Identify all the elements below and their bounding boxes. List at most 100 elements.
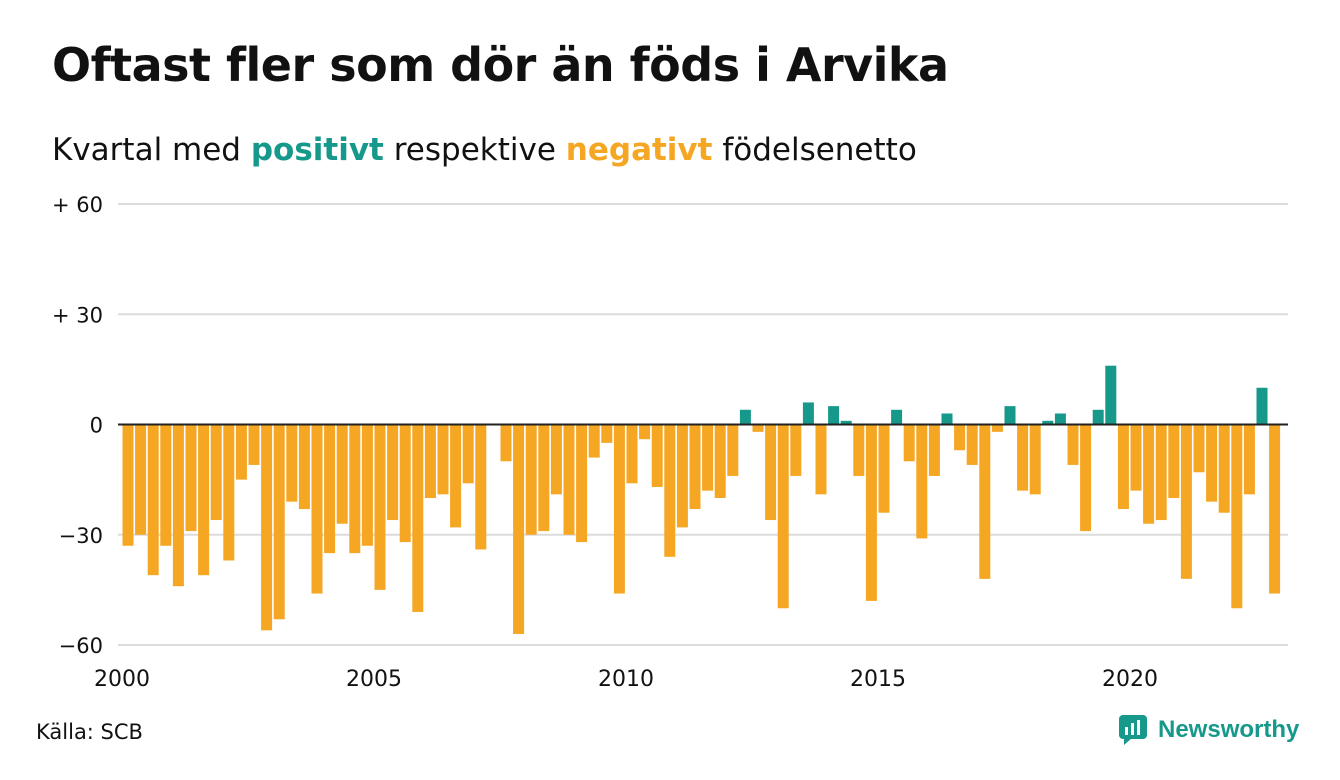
bar-2013-q4: [815, 424, 827, 495]
bar-2015-q3: [903, 424, 915, 462]
bar-2002-q2: [235, 424, 247, 480]
bar-2021-q2: [1193, 424, 1205, 473]
y-tick-label: + 30: [52, 303, 103, 327]
bar-2016-q3: [954, 424, 966, 451]
bar-2021-q3: [1206, 424, 1218, 502]
bar-2014-q2: [840, 420, 852, 425]
bar-2006-q4: [462, 424, 474, 484]
bar-2013-q2: [790, 424, 802, 476]
bar-2017-q4: [1017, 424, 1029, 491]
bar-2010-q4: [664, 424, 676, 557]
bar-2013-q3: [802, 402, 814, 425]
bar-2005-q1: [374, 424, 386, 590]
bar-2019-q1: [1080, 424, 1092, 532]
y-tick-label: 0: [90, 414, 103, 438]
bar-2005-q4: [412, 424, 424, 612]
bar-2003-q2: [286, 424, 298, 502]
bar-2017-q3: [1004, 406, 1016, 425]
bar-2017-q1: [979, 424, 991, 579]
bar-2021-q1: [1180, 424, 1192, 579]
bar-2017-q2: [991, 424, 1003, 432]
bar-2013-q1: [777, 424, 789, 609]
bar-2004-q3: [349, 424, 361, 554]
bar-2020-q1: [1130, 424, 1142, 491]
bar-2001-q3: [198, 424, 210, 576]
bar-2000-q1: [122, 424, 134, 546]
bar-2010-q3: [651, 424, 663, 487]
x-tick-label: 2010: [598, 667, 654, 692]
bar-2006-q3: [450, 424, 462, 528]
newsworthy-chart-bubble-icon: [1119, 715, 1147, 745]
bar-2022-q4: [1269, 424, 1281, 594]
bar-2008-q3: [550, 424, 562, 495]
bar-2009-q1: [576, 424, 588, 543]
bar-2016-q4: [966, 424, 978, 465]
subtitle-text-2: respektive: [383, 132, 566, 168]
bar-2007-q3: [500, 424, 512, 462]
bar-2005-q3: [399, 424, 411, 543]
bar-2021-q4: [1218, 424, 1230, 513]
bar-2007-q1: [475, 424, 487, 550]
bar-2019-q2: [1092, 409, 1104, 425]
bar-2003-q3: [298, 424, 310, 510]
subtitle-text-3: födelsenetto: [712, 132, 917, 168]
bar-2012-q1: [727, 424, 739, 476]
bar-2014-q4: [865, 424, 877, 601]
bar-2018-q3: [1054, 413, 1066, 425]
y-tick-label: −30: [59, 524, 103, 548]
subtitle-positive-word: positivt: [250, 132, 384, 168]
bar-2008-q1: [525, 424, 537, 535]
y-tick-label: + 60: [52, 193, 103, 217]
x-axis-labels: 2000 2005 2010 2015 2020: [94, 667, 1158, 692]
bar-2015-q2: [891, 409, 903, 425]
bar-2009-q4: [613, 424, 625, 594]
bar-2009-q3: [601, 424, 613, 443]
bar-2001-q1: [172, 424, 184, 587]
bar-2001-q2: [185, 424, 197, 532]
bar-2006-q1: [424, 424, 436, 498]
bar-2016-q2: [941, 413, 953, 425]
bar-2015-q4: [916, 424, 928, 539]
bar-2002-q4: [261, 424, 273, 631]
bar-2015-q1: [878, 424, 890, 513]
bar-2019-q3: [1105, 365, 1117, 425]
bar-2002-q3: [248, 424, 260, 465]
y-tick-label: −60: [59, 634, 103, 658]
x-tick-label: 2020: [1102, 667, 1158, 692]
bar-2022-q3: [1256, 387, 1268, 425]
bar-2008-q2: [538, 424, 550, 532]
subtitle-text-1: Kvartal med: [52, 132, 251, 168]
source-note: Källa: SCB: [36, 720, 143, 744]
bar-2004-q2: [336, 424, 348, 524]
bar-2018-q4: [1067, 424, 1079, 465]
bar-2014-q1: [828, 406, 840, 425]
chart-title: Oftast fler som dör än föds i Arvika: [52, 38, 949, 92]
chart-subtitle: Kvartal med positivt respektive negativt…: [52, 132, 917, 168]
bar-2016-q1: [928, 424, 940, 476]
bar-2007-q4: [513, 424, 525, 634]
brand-name: Newsworthy: [1158, 716, 1300, 743]
bar-2008-q4: [563, 424, 575, 535]
bar-2022-q1: [1231, 424, 1243, 609]
bar-2020-q4: [1168, 424, 1180, 498]
bar-2010-q2: [639, 424, 651, 440]
bar-2003-q4: [311, 424, 323, 594]
bar-2010-q1: [626, 424, 638, 484]
bar-2014-q3: [853, 424, 865, 476]
x-tick-label: 2015: [850, 667, 906, 692]
brand-logo: Newsworthy: [1118, 714, 1299, 746]
bar-2011-q2: [689, 424, 701, 510]
bar-2022-q2: [1243, 424, 1255, 495]
bar-2018-q2: [1042, 420, 1054, 425]
bar-2000-q2: [135, 424, 147, 535]
bar-2005-q2: [387, 424, 399, 521]
bar-2001-q4: [210, 424, 222, 521]
bar-2000-q3: [147, 424, 159, 576]
bar-2006-q2: [437, 424, 449, 495]
bar-2003-q1: [273, 424, 285, 620]
x-tick-label: 2005: [346, 667, 402, 692]
x-tick-label: 2000: [94, 667, 150, 692]
bar-2009-q2: [588, 424, 600, 458]
bar-2004-q4: [361, 424, 373, 546]
